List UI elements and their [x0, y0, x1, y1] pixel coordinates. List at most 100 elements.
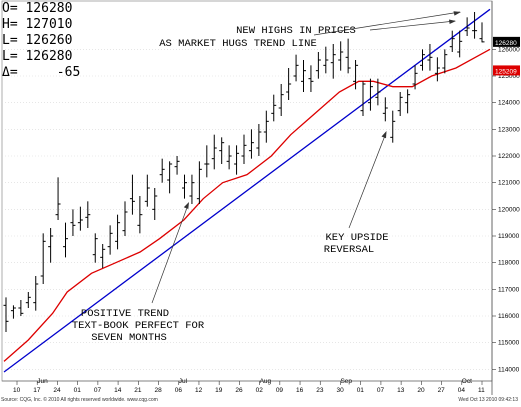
quote-high: H= 127010 — [2, 17, 72, 34]
x-tick-label: 16 — [296, 387, 304, 394]
ohlc-bar — [10, 305, 16, 319]
ohlc-bar — [234, 145, 240, 175]
ohlc-bar — [301, 60, 306, 92]
quote-low-label: L= — [2, 33, 18, 48]
x-tick-label: 14 — [114, 387, 122, 394]
ohlc-bar — [40, 233, 46, 284]
ohlc-bar — [308, 65, 314, 92]
annotation-key-reversal: KEY UPSIDE REVERSAL — [324, 232, 389, 256]
trend-line-segment — [3, 8, 491, 373]
ohlc-bar — [427, 44, 433, 71]
annotation-arrowhead — [453, 11, 461, 16]
annotation-arrowhead — [381, 131, 387, 139]
ohlc-bar — [182, 174, 187, 199]
ohlc-bar — [196, 161, 202, 204]
ohlc-bar — [77, 206, 83, 231]
ohlc-bar — [219, 137, 225, 164]
ohlc-bar — [129, 174, 135, 215]
annotation-arrow — [151, 204, 189, 304]
y-tick-label: 116000 — [498, 313, 520, 320]
ohlc-bar — [360, 81, 366, 116]
quote-open-value: 126280 — [25, 1, 73, 16]
x-tick-label: 01 — [74, 387, 82, 394]
ohlc-bar — [115, 214, 121, 250]
ohlc-bar — [434, 57, 440, 82]
ma-price-box — [493, 65, 520, 76]
ohlc-bar — [211, 134, 217, 170]
gridlines — [2, 49, 492, 370]
ohlc-bar — [159, 158, 165, 183]
annotation-new-highs: NEW HIGHS IN PRICES AS MARKET HUGS TREND… — [159, 25, 356, 50]
ohlc-bar — [278, 84, 284, 116]
ohlc-bar — [405, 89, 411, 114]
ohlc-bar — [241, 134, 247, 164]
x-tick-label: 27 — [438, 387, 446, 394]
x-tick-label: 26 — [235, 387, 243, 394]
x-tick-label: 07 — [94, 387, 102, 394]
last-price-box-label: 126280 — [495, 40, 517, 47]
x-tick-label: 07 — [377, 387, 385, 394]
quote-delta-label: Δ= — [2, 65, 18, 80]
x-month-label: Oct — [462, 378, 472, 385]
x-tick-label: 28 — [155, 387, 163, 394]
annotation-text: AS MARKET HUGS TREND LINE — [159, 38, 317, 50]
y-tick-label: 126000 — [498, 46, 520, 53]
y-tick-label: 125000 — [498, 73, 520, 80]
moving-average-path — [3, 48, 491, 362]
ohlc-bar — [107, 225, 113, 255]
y-tick-label: 123000 — [498, 126, 520, 133]
ohlc-bar — [479, 22, 485, 43]
ma-price-box-label: 125209 — [495, 68, 517, 75]
y-tick-label: 115000 — [498, 340, 520, 347]
ohlc-bar — [18, 300, 24, 316]
ohlc-bar — [85, 201, 91, 228]
x-month-label: Jul — [179, 378, 188, 385]
quote-last-label: L= — [2, 49, 18, 64]
x-axis: 10 17 24 01 07 14 21 28 06 12 19 26 02 09 16 23 30 01 07 13… — [2, 378, 492, 394]
ohlc-bar — [48, 228, 54, 263]
ohlc-bar — [412, 65, 418, 90]
annotation-text: NEW HIGHS IN PRICES — [236, 25, 356, 37]
y-tick-label: 124000 — [498, 100, 520, 107]
x-month-label: Aug — [260, 378, 272, 385]
price-boxes: 126280 125209 — [493, 36, 520, 76]
annotation-arrow — [348, 132, 387, 229]
annotation-text: TEXT-BOOK PERFECT FOR — [72, 320, 205, 332]
ohlc-bar — [256, 124, 262, 156]
ohlc-bar — [122, 201, 128, 236]
ohlc-bar — [167, 161, 173, 194]
ohlc-bar — [397, 92, 403, 116]
quote-low-value: 126260 — [25, 33, 73, 48]
trend-line — [3, 8, 491, 373]
ohlc-bar — [367, 78, 373, 111]
y-tick-label: 117000 — [498, 286, 520, 293]
ohlc-bar — [382, 97, 388, 122]
ohlc-bar — [323, 46, 329, 74]
ohlc-bar — [271, 94, 277, 122]
quote-high-value: 127010 — [25, 17, 73, 32]
x-tick-label: 10 — [13, 387, 21, 394]
y-tick-label: 114000 — [498, 366, 520, 373]
ohlc-bar — [33, 276, 39, 311]
quote-open-label: O= — [2, 1, 18, 16]
ohlc-bar — [55, 177, 61, 220]
ohlc-bar — [174, 156, 180, 175]
x-tick-label: 30 — [336, 387, 344, 394]
ohlc-bar — [442, 49, 448, 74]
y-axis: 114000 115000 116000 117000 118000 119000 1200… — [492, 46, 520, 373]
ohlc-bar — [330, 44, 336, 79]
ohlc-bar — [204, 145, 210, 178]
footer-timestamp: Wed Oct 13 2010 09:42:13 — [458, 397, 518, 403]
quote-low: L= 126260 — [2, 33, 72, 50]
x-tick-label: 11 — [478, 387, 485, 394]
annotation-text: POSITIVE TREND — [81, 308, 169, 320]
y-tick-label: 122000 — [498, 153, 520, 160]
ohlc-bar — [263, 110, 269, 143]
ohlc-bar — [457, 30, 463, 58]
x-tick-label: 20 — [417, 387, 425, 394]
ohlc-bar — [390, 110, 396, 143]
footer-copyright: Source: CQG, Inc. © 2010 All rights rese… — [1, 397, 158, 403]
ohlc-bar — [345, 38, 351, 74]
x-tick-label: 17 — [33, 387, 41, 394]
ohlc-bar — [226, 145, 232, 170]
